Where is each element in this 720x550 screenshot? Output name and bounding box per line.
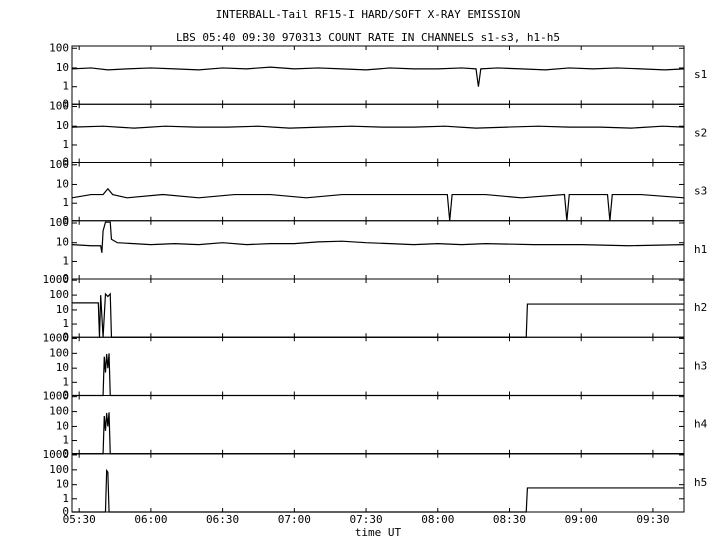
panel-label: h3 [694,359,707,372]
y-tick-label: 1000 [43,331,70,344]
panel-label: h2 [694,301,707,314]
y-tick-label: 10 [56,119,69,132]
series-line [71,66,685,87]
y-tick-label: 10 [56,61,69,74]
y-tick-label: 1000 [43,273,70,286]
series-line [72,468,684,513]
x-tick-label: 05:30 [63,513,96,526]
y-tick-label: 10 [56,303,69,316]
x-tick-label: 09:00 [565,513,598,526]
y-tick-label: 0 [62,447,69,460]
y-tick-label: 100 [49,100,69,113]
panel-label: h1 [694,243,707,256]
y-tick-label: 1 [62,434,69,447]
x-tick-label: 06:30 [206,513,239,526]
y-tick-label: 100 [49,405,69,418]
y-tick-label: 10 [56,361,69,374]
y-tick-label: 1 [62,254,69,267]
y-tick-label: 0 [62,156,69,169]
x-tick-label: 06:00 [134,513,167,526]
panel-label: s1 [694,68,707,81]
y-tick-label: 1 [62,317,69,330]
y-tick-label: 0 [62,97,69,110]
series-line [72,292,684,338]
y-tick-label: 100 [49,288,69,301]
x-tick-label: 08:30 [493,513,526,526]
x-axis-label: time UT [355,526,402,539]
y-tick-label: 100 [49,158,69,171]
x-tick-label: 09:30 [636,513,669,526]
y-tick-label: 10 [56,236,69,249]
y-tick-label: 0 [62,214,69,227]
y-tick-label: 0 [62,330,69,343]
y-tick-label: 100 [49,346,69,359]
panel-label: h5 [694,476,707,489]
y-tick-label: 1 [62,80,69,93]
x-tick-label: 08:00 [421,513,454,526]
y-tick-label: 1 [62,138,69,151]
y-tick-label: 0 [62,505,69,518]
y-tick-label: 100 [49,41,69,54]
series-line [71,125,685,129]
y-tick-label: 100 [49,216,69,229]
y-tick-label: 10 [56,419,69,432]
panel-label: s2 [694,126,707,139]
panel-label: s3 [694,185,707,198]
y-tick-label: 100 [49,463,69,476]
series-line [71,221,685,253]
chart-title: INTERBALL-Tail RF15-I HARD/SOFT X-RAY EM… [216,8,521,21]
y-tick-label: 10 [56,177,69,190]
y-tick-label: 1000 [43,448,70,461]
x-tick-label: 07:30 [349,513,382,526]
y-tick-label: 1 [62,492,69,505]
y-tick-label: 10 [56,478,69,491]
x-tick-label: 07:00 [278,513,311,526]
panel-label: h4 [694,418,708,431]
y-tick-label: 1 [62,196,69,209]
y-tick-label: 0 [62,389,69,402]
y-tick-label: 1 [62,375,69,388]
y-tick-label: 0 [62,272,69,285]
series-line [71,187,685,221]
y-tick-label: 1000 [43,390,70,403]
chart-subtitle: LBS 05:40 09:30 970313 COUNT RATE IN CHA… [176,31,560,44]
